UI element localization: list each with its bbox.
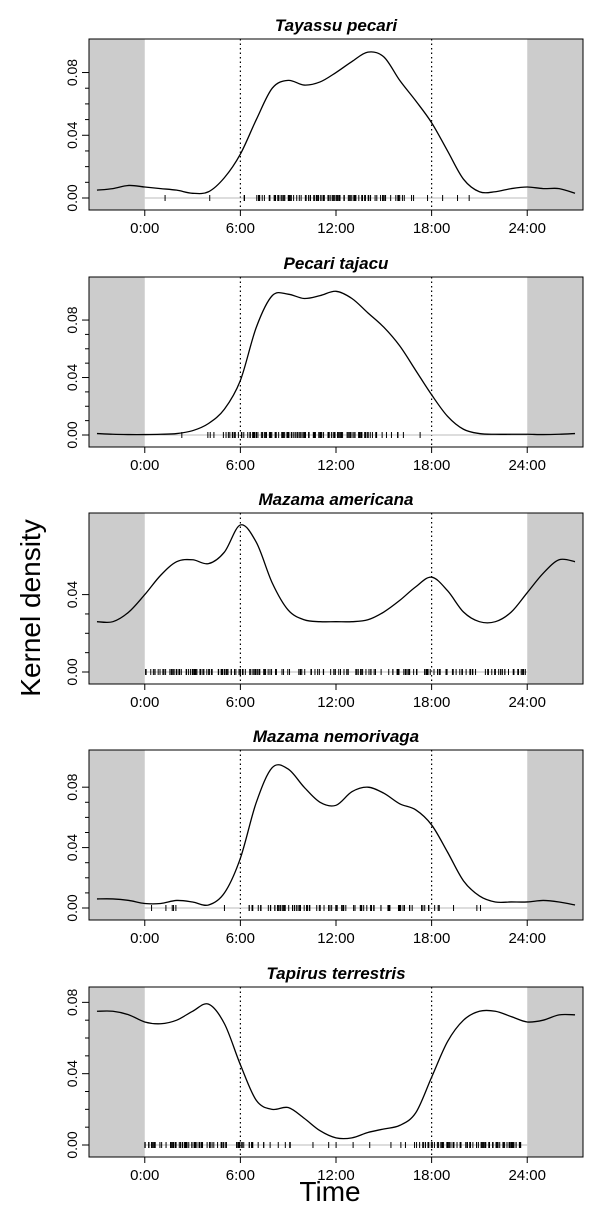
y-tick-label: 0.00 bbox=[64, 421, 80, 448]
x-tick-label: 12:00 bbox=[317, 220, 355, 237]
x-tick-label: 0:00 bbox=[130, 457, 159, 474]
density-curve-mazama-americana bbox=[96, 524, 576, 624]
panel-title: Tayassu pecari bbox=[275, 16, 398, 35]
y-axis-label: Kernel density bbox=[15, 519, 46, 696]
y-tick-label: 0.08 bbox=[64, 773, 80, 800]
y-tick-label: 0.08 bbox=[64, 306, 80, 333]
rug-mazama-americana bbox=[145, 669, 526, 675]
panel-tayassu-pecari: Tayassu pecari 0.00 0.04 0.08 0:00 6:00 12:00 1… bbox=[64, 16, 584, 237]
x-tick-label: 18:00 bbox=[413, 457, 451, 474]
x-tick-label: 6:00 bbox=[226, 1167, 255, 1184]
y-tick-label: 0.08 bbox=[64, 59, 80, 86]
shade-right-pecari-tajacu bbox=[527, 277, 583, 447]
panel-mazama-nemorivaga: Mazama nemorivaga 0.00 0.04 0.08 0:00 6:00 12:… bbox=[64, 727, 584, 947]
x-tick-label: 24:00 bbox=[508, 220, 546, 237]
density-curve-mazama-nemorivaga bbox=[96, 764, 576, 906]
y-tick-label: 0.04 bbox=[64, 1060, 80, 1087]
shade-right-mazama-americana bbox=[527, 513, 583, 684]
y-tick-label: 0.04 bbox=[64, 121, 80, 148]
x-tick-label: 12:00 bbox=[317, 457, 355, 474]
panel-tapirus-terrestris: Tapirus terrestris 0.00 0.04 0.08 0:00 6:00 12… bbox=[64, 964, 584, 1184]
shade-right-mazama-nemorivaga bbox=[527, 750, 583, 920]
y-tick-label: 0.04 bbox=[64, 834, 80, 861]
rug-tapirus-terrestris bbox=[144, 1142, 522, 1148]
x-tick-label: 0:00 bbox=[130, 220, 159, 237]
shade-left-mazama-americana bbox=[89, 513, 145, 684]
y-tick-label: 0.08 bbox=[64, 989, 80, 1016]
x-tick-label: 24:00 bbox=[508, 930, 546, 947]
shade-left-pecari-tajacu bbox=[89, 277, 145, 447]
y-tick-label: 0.00 bbox=[64, 1131, 80, 1158]
y-tick-label: 0.04 bbox=[64, 364, 80, 391]
shade-left-tapirus-terrestris bbox=[89, 987, 145, 1157]
y-tick-label: 0.00 bbox=[64, 894, 80, 921]
x-tick-label: 18:00 bbox=[413, 220, 451, 237]
shade-right-tayassu-pecari bbox=[527, 39, 583, 210]
y-tick-label: 0.00 bbox=[64, 184, 80, 211]
panel-title: Mazama nemorivaga bbox=[253, 727, 419, 746]
x-tick-label: 18:00 bbox=[413, 694, 451, 711]
x-axis-label: Time bbox=[299, 1176, 360, 1207]
x-tick-label: 24:00 bbox=[508, 694, 546, 711]
panel-title: Mazama americana bbox=[259, 490, 414, 509]
x-tick-label: 12:00 bbox=[317, 1167, 355, 1184]
x-tick-label: 6:00 bbox=[226, 220, 255, 237]
shade-left-tayassu-pecari bbox=[89, 39, 145, 210]
panel-title: Pecari tajacu bbox=[284, 254, 390, 273]
x-tick-label: 6:00 bbox=[226, 930, 255, 947]
shade-left-mazama-nemorivaga bbox=[89, 750, 145, 920]
x-tick-label: 18:00 bbox=[413, 1167, 451, 1184]
x-tick-label: 0:00 bbox=[130, 694, 159, 711]
panel-mazama-americana: Mazama americana 0.00 0.04 0:00 6:00 12:00 18:… bbox=[64, 490, 584, 711]
panel-title: Tapirus terrestris bbox=[266, 964, 405, 983]
x-tick-label: 6:00 bbox=[226, 457, 255, 474]
rug-pecari-tajacu bbox=[181, 432, 421, 438]
density-curve-tayassu-pecari bbox=[96, 51, 576, 195]
rug-tayassu-pecari bbox=[164, 195, 470, 201]
x-tick-label: 12:00 bbox=[317, 694, 355, 711]
panel-pecari-tajacu: Pecari tajacu 0.00 0.04 0.08 0:00 6:00 12:00 18… bbox=[64, 254, 584, 474]
x-tick-label: 18:00 bbox=[413, 930, 451, 947]
x-tick-label: 24:00 bbox=[508, 457, 546, 474]
x-tick-label: 12:00 bbox=[317, 930, 355, 947]
y-tick-label: 0.04 bbox=[64, 581, 80, 608]
x-tick-label: 24:00 bbox=[508, 1167, 546, 1184]
rug-mazama-nemorivaga bbox=[151, 905, 482, 911]
density-curve-pecari-tajacu bbox=[96, 290, 576, 436]
shade-right-tapirus-terrestris bbox=[527, 987, 583, 1157]
x-tick-label: 6:00 bbox=[226, 694, 255, 711]
density-curve-tapirus-terrestris bbox=[96, 1003, 576, 1140]
x-tick-label: 0:00 bbox=[130, 930, 159, 947]
y-tick-label: 0.00 bbox=[64, 658, 80, 685]
panels: Tayassu pecari 0.00 0.04 0.08 0:00 6:00 12:00 1… bbox=[64, 16, 584, 1184]
x-tick-label: 0:00 bbox=[130, 1167, 159, 1184]
